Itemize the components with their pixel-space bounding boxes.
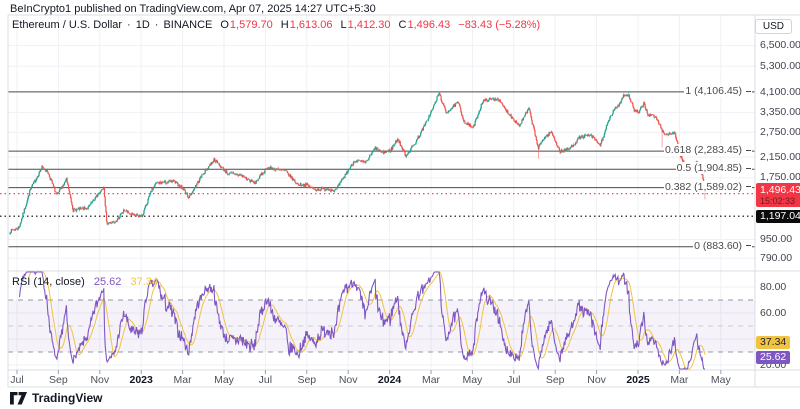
price-axis-label: 1,750.00	[760, 171, 800, 184]
time-axis-month-label: Sep	[545, 374, 565, 386]
rsi-ma-value: 37.34	[130, 276, 158, 288]
ohlc-value: 1,412.30	[347, 19, 391, 31]
rsi-params: (14, close)	[33, 276, 85, 288]
price-axis-label: 5,300.00	[760, 59, 800, 72]
price-axis-label: 950.00	[760, 232, 793, 245]
time-axis-month-label: Mar	[670, 374, 689, 386]
ohlc-label: O	[220, 19, 229, 31]
rsi-axis-label: 60.00	[760, 306, 787, 319]
tradingview-logo[interactable]: TradingView	[10, 391, 102, 405]
ohlc-values: O1,579.70 H1,613.06 L1,412.30 C1,496.43	[212, 19, 450, 31]
time-axis-month-label: May	[214, 374, 234, 386]
time-axis-month-label: Jul	[10, 374, 24, 386]
change-value: −83.43 (−5.28%)	[458, 19, 541, 31]
tradingview-logo-text: TradingView	[32, 391, 103, 405]
time-axis-year-label: 2025	[626, 374, 650, 386]
rsi-value: 25.62	[93, 276, 122, 288]
ohlc-value: 1,496.43	[407, 19, 451, 31]
time-axis-month-label: Mar	[173, 374, 192, 386]
time-axis-year-label: 2023	[129, 374, 153, 386]
rsi-indicator-header[interactable]: RSI (14, close) 25.62 37.34	[12, 276, 158, 288]
symbol-exchange[interactable]: BINANCE	[163, 19, 213, 31]
ohlc-value: 1,613.06	[289, 19, 333, 31]
time-axis-month-label: Mar	[421, 374, 441, 386]
time-axis-month-label: Jul	[507, 374, 521, 386]
symbol-bar: Ethereum / U.S. Dollar · 1D · BINANCE O1,579.…	[12, 19, 540, 31]
current-price-badge: 1,496.43 15:02:33	[756, 182, 800, 207]
price-axis-label: 2,750.00	[760, 125, 800, 138]
time-axis-month-label: May	[710, 374, 731, 386]
fib-level-label: 0.618 (2,283.45)	[663, 144, 752, 157]
time-axis-month-label: Sep	[297, 374, 317, 386]
tradingview-logo-icon	[10, 391, 27, 404]
time-axis-month-label: Nov	[338, 374, 358, 386]
separator-dot: ·	[154, 19, 159, 31]
time-axis-month-label: May	[462, 374, 483, 386]
price-axis-label: 2,150.00	[760, 150, 800, 163]
attribution-text: BeInCrypto1 published on TradingView.com…	[10, 3, 376, 15]
separator-dot: ·	[127, 19, 131, 31]
time-axis-month-label: Nov	[587, 374, 606, 386]
rsi-main-badge: 25.62	[756, 351, 791, 365]
fib-level-label: 0.5 (1,904.85)	[675, 162, 752, 175]
price-axis-label: 4,100.00	[760, 85, 800, 98]
fib-level-label: 0.382 (1,589.02)	[663, 180, 752, 193]
currency-chip[interactable]: USD	[754, 19, 792, 34]
symbol-title[interactable]: Ethereum / U.S. Dollar	[12, 19, 123, 31]
time-axis-month-label: Jul	[258, 374, 273, 386]
ohlc-label: L	[340, 19, 347, 31]
price-axis-label: 6,500.00	[760, 39, 800, 52]
time-axis-month-label: Nov	[90, 374, 110, 386]
ohlc-label: H	[280, 19, 289, 31]
price-line-badge: 1,197.04	[756, 209, 800, 223]
price-axis-label: 790.00	[760, 251, 793, 264]
time-axis-year-label: 2024	[377, 374, 402, 386]
time-axis-month-label: Sep	[49, 374, 68, 386]
current-price-value: 1,496.43	[760, 183, 800, 196]
fib-level-label: 0 (883.60)	[693, 239, 752, 252]
ohlc-value: 1,579.70	[229, 19, 273, 31]
rsi-axis-label: 80.00	[760, 280, 787, 293]
fib-level-label: 1 (4,106.45)	[684, 84, 752, 97]
bar-countdown: 15:02:33	[760, 195, 796, 206]
rsi-title: RSI	[12, 276, 31, 288]
rsi-ma-badge: 37.34	[756, 335, 791, 349]
price-axis-label: 3,350.00	[760, 105, 800, 118]
ohlc-label: C	[398, 19, 407, 31]
symbol-interval[interactable]: 1D	[135, 19, 150, 31]
